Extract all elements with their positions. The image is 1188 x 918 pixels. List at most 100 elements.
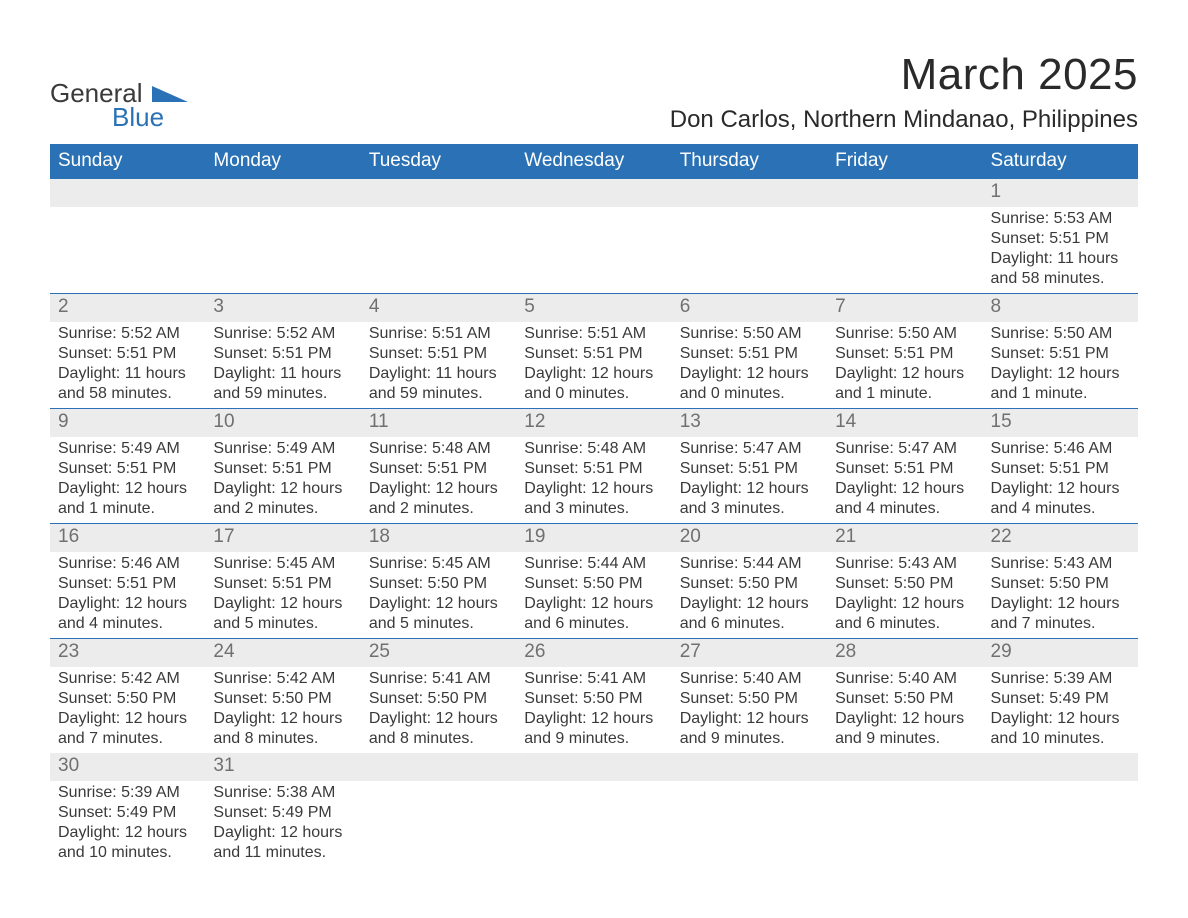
daylight-line-1: Daylight: 12 hours (369, 709, 510, 729)
daylight-line-1: Daylight: 12 hours (58, 479, 199, 499)
day-number: 27 (680, 641, 701, 662)
sunset-line: Sunset: 5:49 PM (58, 803, 199, 823)
daylight-line-1: Daylight: 12 hours (213, 823, 354, 843)
day-detail-cell: Sunrise: 5:40 AMSunset: 5:50 PMDaylight:… (672, 667, 827, 753)
daylight-line-1: Daylight: 11 hours (991, 249, 1132, 269)
sunset-line: Sunset: 5:49 PM (991, 689, 1132, 709)
day-number-row: 2345678 (50, 294, 1138, 323)
daylight-line-1: Daylight: 12 hours (58, 823, 199, 843)
sunrise-line: Sunrise: 5:48 AM (524, 439, 665, 459)
sunrise-line: Sunrise: 5:51 AM (369, 324, 510, 344)
day-detail-cell (361, 207, 516, 294)
day-number: 5 (524, 296, 535, 317)
sunset-line: Sunset: 5:51 PM (680, 459, 821, 479)
day-number-cell: 20 (672, 524, 827, 553)
daylight-line-2: and 4 minutes. (991, 499, 1132, 519)
daylight-line-2: and 5 minutes. (213, 614, 354, 634)
sunrise-line: Sunrise: 5:45 AM (213, 554, 354, 574)
day-number-row: 9101112131415 (50, 409, 1138, 438)
day-number: 28 (835, 641, 856, 662)
day-detail-cell: Sunrise: 5:43 AMSunset: 5:50 PMDaylight:… (827, 552, 982, 639)
daylight-line-2: and 2 minutes. (213, 499, 354, 519)
sunrise-line: Sunrise: 5:49 AM (213, 439, 354, 459)
daylight-line-1: Daylight: 12 hours (680, 709, 821, 729)
weekday-header: Saturday (983, 144, 1138, 179)
day-detail-cell: Sunrise: 5:49 AMSunset: 5:51 PMDaylight:… (205, 437, 360, 524)
weekday-header: Sunday (50, 144, 205, 179)
daylight-line-2: and 6 minutes. (524, 614, 665, 634)
calendar-thead: Sunday Monday Tuesday Wednesday Thursday… (50, 144, 1138, 179)
daylight-line-2: and 59 minutes. (213, 384, 354, 404)
sunset-line: Sunset: 5:51 PM (58, 459, 199, 479)
day-detail-row: Sunrise: 5:49 AMSunset: 5:51 PMDaylight:… (50, 437, 1138, 524)
header-row: General Blue March 2025 Don Carlos, Nort… (50, 50, 1138, 144)
daylight-line-2: and 6 minutes. (680, 614, 821, 634)
day-number-cell (361, 753, 516, 781)
daylight-line-1: Daylight: 12 hours (369, 594, 510, 614)
daylight-line-2: and 8 minutes. (213, 729, 354, 749)
day-detail-cell: Sunrise: 5:52 AMSunset: 5:51 PMDaylight:… (205, 322, 360, 409)
daylight-line-2: and 11 minutes. (213, 843, 354, 863)
daylight-line-1: Daylight: 12 hours (524, 479, 665, 499)
day-detail-cell: Sunrise: 5:45 AMSunset: 5:51 PMDaylight:… (205, 552, 360, 639)
day-number: 1 (991, 181, 1002, 202)
day-detail-cell: Sunrise: 5:39 AMSunset: 5:49 PMDaylight:… (50, 781, 205, 867)
day-number: 15 (991, 411, 1012, 432)
sunrise-line: Sunrise: 5:47 AM (680, 439, 821, 459)
title-block: March 2025 Don Carlos, Northern Mindanao… (670, 50, 1138, 144)
day-detail-cell: Sunrise: 5:46 AMSunset: 5:51 PMDaylight:… (50, 552, 205, 639)
day-number: 8 (991, 296, 1002, 317)
sunset-line: Sunset: 5:50 PM (835, 689, 976, 709)
daylight-line-2: and 10 minutes. (991, 729, 1132, 749)
daylight-line-1: Daylight: 12 hours (991, 364, 1132, 384)
daylight-line-2: and 0 minutes. (524, 384, 665, 404)
sunrise-line: Sunrise: 5:41 AM (369, 669, 510, 689)
day-number-cell: 28 (827, 639, 982, 668)
daylight-line-1: Daylight: 12 hours (213, 709, 354, 729)
daylight-line-1: Daylight: 12 hours (524, 364, 665, 384)
daylight-line-1: Daylight: 12 hours (835, 594, 976, 614)
daylight-line-2: and 3 minutes. (524, 499, 665, 519)
daylight-line-2: and 58 minutes. (58, 384, 199, 404)
daylight-line-2: and 1 minute. (991, 384, 1132, 404)
day-detail-cell: Sunrise: 5:51 AMSunset: 5:51 PMDaylight:… (516, 322, 671, 409)
daylight-line-2: and 1 minute. (835, 384, 976, 404)
day-number-cell: 18 (361, 524, 516, 553)
sunset-line: Sunset: 5:51 PM (991, 229, 1132, 249)
day-detail-cell: Sunrise: 5:42 AMSunset: 5:50 PMDaylight:… (205, 667, 360, 753)
daylight-line-2: and 59 minutes. (369, 384, 510, 404)
day-number: 19 (524, 526, 545, 547)
weekday-header: Friday (827, 144, 982, 179)
day-number: 13 (680, 411, 701, 432)
sunset-line: Sunset: 5:51 PM (680, 344, 821, 364)
day-detail-cell: Sunrise: 5:39 AMSunset: 5:49 PMDaylight:… (983, 667, 1138, 753)
day-number: 7 (835, 296, 846, 317)
day-number-cell (361, 179, 516, 208)
day-detail-cell (672, 781, 827, 867)
sunset-line: Sunset: 5:50 PM (213, 689, 354, 709)
location-line: Don Carlos, Northern Mindanao, Philippin… (670, 106, 1138, 134)
sunrise-line: Sunrise: 5:50 AM (680, 324, 821, 344)
sunrise-line: Sunrise: 5:53 AM (991, 209, 1132, 229)
sunrise-line: Sunrise: 5:38 AM (213, 783, 354, 803)
day-number-cell: 12 (516, 409, 671, 438)
sunset-line: Sunset: 5:50 PM (680, 574, 821, 594)
day-detail-cell: Sunrise: 5:49 AMSunset: 5:51 PMDaylight:… (50, 437, 205, 524)
daylight-line-2: and 9 minutes. (835, 729, 976, 749)
day-detail-cell: Sunrise: 5:44 AMSunset: 5:50 PMDaylight:… (516, 552, 671, 639)
daylight-line-2: and 9 minutes. (524, 729, 665, 749)
day-detail-cell: Sunrise: 5:41 AMSunset: 5:50 PMDaylight:… (516, 667, 671, 753)
sunrise-line: Sunrise: 5:50 AM (991, 324, 1132, 344)
sunset-line: Sunset: 5:51 PM (58, 344, 199, 364)
sunset-line: Sunset: 5:50 PM (58, 689, 199, 709)
month-title: March 2025 (670, 50, 1138, 100)
daylight-line-2: and 4 minutes. (58, 614, 199, 634)
daylight-line-1: Daylight: 12 hours (991, 709, 1132, 729)
day-detail-cell: Sunrise: 5:43 AMSunset: 5:50 PMDaylight:… (983, 552, 1138, 639)
day-number: 10 (213, 411, 234, 432)
daylight-line-1: Daylight: 11 hours (58, 364, 199, 384)
daylight-line-1: Daylight: 12 hours (213, 479, 354, 499)
sunset-line: Sunset: 5:50 PM (369, 689, 510, 709)
day-number-cell: 6 (672, 294, 827, 323)
day-number: 29 (991, 641, 1012, 662)
